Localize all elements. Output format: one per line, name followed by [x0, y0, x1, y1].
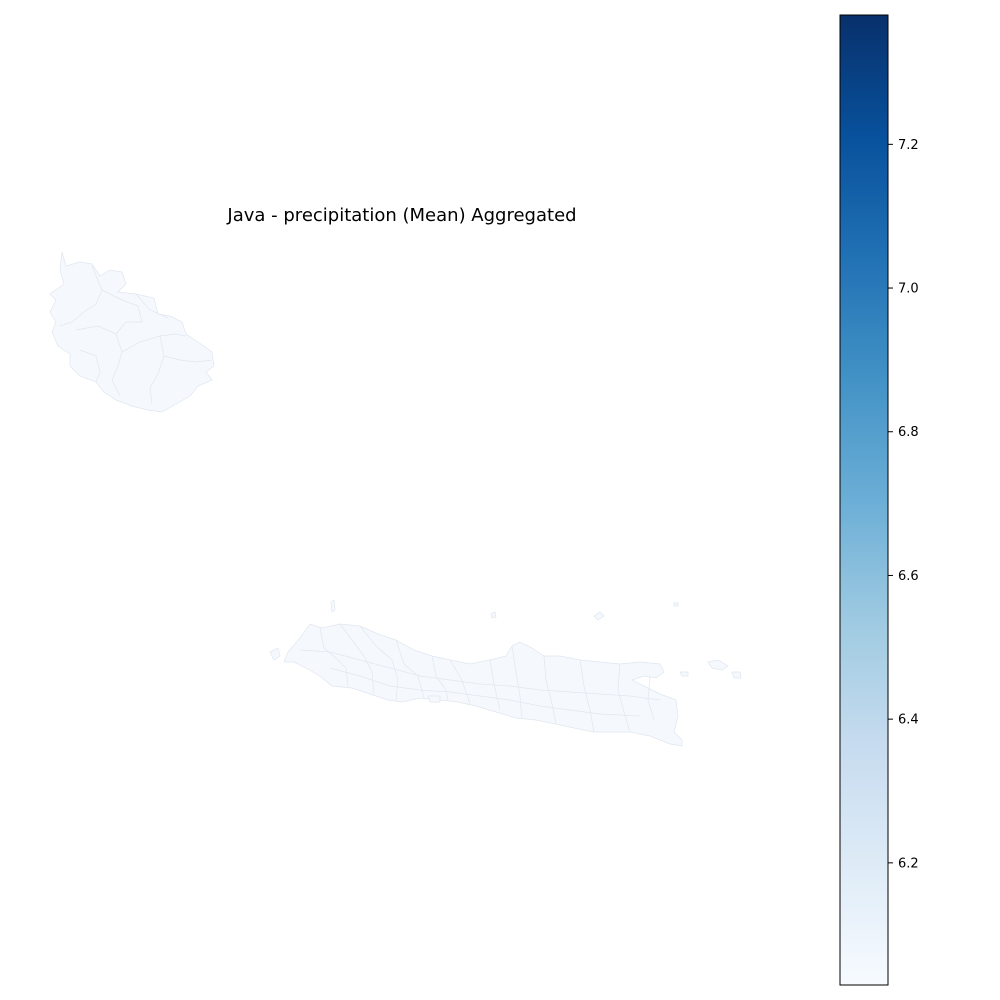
map-boundary [59, 265, 103, 327]
map-title: Java - precipitation (Mean) Aggregated [226, 205, 576, 226]
map-region [283, 623, 683, 747]
colorbar-tick-label: 6.2 [898, 856, 919, 871]
map-boundary [79, 349, 101, 383]
map-boundary [329, 667, 641, 717]
map-island [330, 599, 336, 613]
map-landmass-west [49, 251, 215, 413]
map-island [707, 659, 729, 671]
map-island [490, 611, 497, 619]
map-boundary [489, 659, 501, 711]
colorbar-ticks: 6.2 6.4 6.6 6.8 7.0 7.2 [888, 138, 919, 871]
colorbar-gradient [839, 14, 889, 986]
map-boundary [339, 623, 375, 695]
map-boundary [431, 655, 449, 701]
map-boundary [449, 659, 471, 705]
map-boundary [511, 645, 523, 719]
map-island [731, 671, 742, 679]
map-region [49, 251, 215, 413]
map-boundary [543, 655, 557, 725]
map-island [679, 671, 689, 677]
colorbar-tick-label: 7.2 [898, 138, 919, 153]
map-island [593, 611, 605, 621]
colorbar-tick-label: 6.4 [898, 713, 919, 728]
map-boundary [299, 649, 661, 701]
map-boundary [647, 675, 655, 721]
colorbar: 6.2 6.4 6.6 6.8 7.0 7.2 [839, 14, 919, 986]
colorbar-tick-label: 6.8 [898, 425, 919, 440]
map-boundary [135, 293, 169, 319]
map-island [269, 647, 281, 661]
map-boundary [395, 639, 425, 699]
colorbar-tick-label: 7.0 [898, 282, 919, 297]
map-boundary [149, 335, 165, 405]
map-boundary [101, 289, 143, 335]
map-boundary [319, 627, 349, 687]
map-small-islands [269, 599, 742, 703]
map-boundary [579, 659, 595, 733]
map-boundary [163, 355, 213, 363]
map-boundary [617, 663, 631, 733]
colorbar-tick-label: 6.6 [898, 569, 919, 584]
map-island [673, 602, 679, 607]
map-island [427, 695, 441, 703]
map-landmass-java [283, 623, 683, 747]
